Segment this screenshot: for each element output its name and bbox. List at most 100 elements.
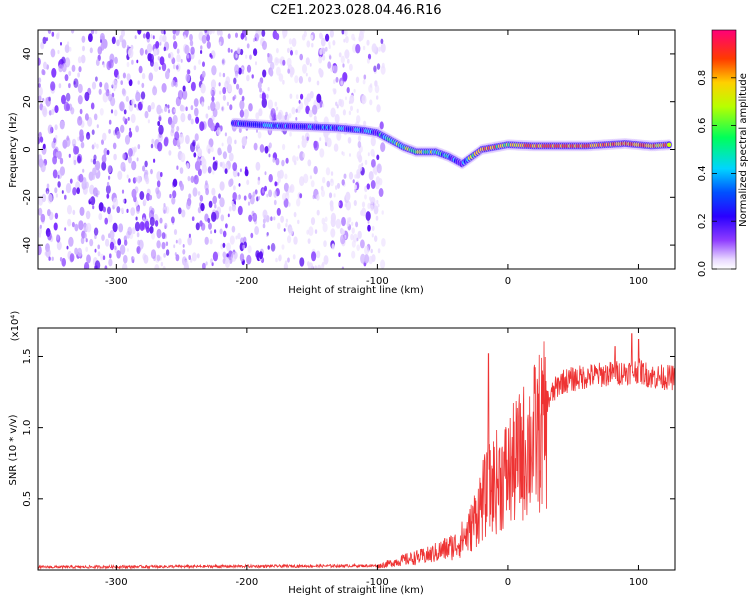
- noise-blob: [66, 135, 70, 141]
- noise-blob: [162, 265, 166, 269]
- snr-ticks: -300 -200 -100 0 100 0.5 1.0 1.5: [22, 328, 675, 588]
- noise-blob: [275, 33, 280, 41]
- noise-blob: [126, 45, 129, 50]
- noise-blob: [102, 132, 107, 141]
- noise-blob: [61, 257, 66, 267]
- noise-blob: [159, 41, 162, 46]
- noise-blob: [371, 225, 375, 231]
- noise-blob: [41, 105, 47, 116]
- noise-blob: [330, 171, 334, 176]
- noise-blob: [120, 124, 125, 133]
- noise-blob: [105, 89, 110, 97]
- spectrogram-ytick-label: 40: [22, 48, 33, 61]
- noise-blob: [314, 229, 318, 234]
- noise-blob: [308, 226, 314, 237]
- noise-blob: [46, 183, 50, 189]
- noise-blob: [47, 193, 53, 204]
- noise-blob: [283, 228, 286, 232]
- noise-blob: [370, 148, 375, 157]
- noise-blob: [201, 34, 207, 44]
- noise-blob: [356, 108, 359, 114]
- noise-blob: [195, 222, 200, 231]
- noise-blob: [161, 232, 166, 240]
- noise-blob: [150, 249, 157, 259]
- noise-blob: [154, 264, 160, 269]
- noise-blob: [226, 101, 229, 106]
- snr-xtick-label: -200: [236, 577, 259, 588]
- noise-blob: [128, 130, 133, 138]
- noise-blob: [181, 209, 186, 218]
- noise-blob: [61, 63, 67, 73]
- noise-blob: [51, 108, 55, 115]
- noise-blob: [235, 235, 238, 240]
- noise-blob: [338, 202, 341, 206]
- colorbar-tick-label: 0.0: [697, 261, 708, 277]
- noise-blob: [381, 210, 384, 215]
- noise-blob: [192, 187, 198, 197]
- noise-blob: [144, 174, 149, 183]
- noise-blob: [341, 266, 345, 269]
- noise-blob: [241, 136, 247, 147]
- noise-blob: [301, 138, 307, 148]
- noise-blob: [353, 88, 356, 93]
- noise-blob: [298, 76, 303, 84]
- noise-blob: [364, 245, 370, 255]
- noise-blob: [159, 56, 165, 66]
- noise-blob: [190, 258, 193, 263]
- noise-blob: [364, 194, 367, 200]
- noise-blob: [132, 227, 136, 235]
- noise-blob: [175, 96, 181, 107]
- noise-blob: [259, 93, 262, 99]
- noise-blob: [284, 173, 288, 180]
- noise-blob: [291, 37, 297, 47]
- noise-blob: [59, 157, 64, 165]
- noise-blob: [306, 93, 312, 102]
- noise-blob: [108, 233, 111, 239]
- noise-blob: [137, 101, 143, 111]
- noise-blob: [78, 116, 81, 121]
- noise-blob: [262, 40, 267, 51]
- noise-blob: [243, 109, 249, 119]
- noise-blob: [54, 105, 59, 114]
- noise-blob: [336, 182, 341, 189]
- noise-blob: [254, 226, 259, 235]
- noise-blob: [242, 244, 246, 250]
- noise-blob: [308, 262, 314, 269]
- noise-blob: [281, 244, 285, 250]
- noise-blob: [248, 214, 253, 222]
- noise-blob: [174, 81, 178, 88]
- noise-blob: [221, 142, 224, 147]
- noise-blob: [190, 81, 196, 92]
- noise-blob: [246, 254, 252, 265]
- noise-blob: [171, 79, 176, 87]
- noise-blob: [97, 251, 101, 257]
- noise-blob: [267, 87, 270, 92]
- noise-blob: [185, 106, 188, 112]
- noise-blob: [106, 193, 110, 199]
- noise-blob: [141, 82, 145, 89]
- noise-blob: [311, 251, 317, 262]
- noise-blob: [364, 159, 368, 165]
- noise-blob: [189, 34, 193, 41]
- noise-blob: [376, 95, 379, 100]
- noise-blob: [58, 64, 63, 73]
- noise-blob: [123, 109, 127, 115]
- noise-blob: [316, 102, 321, 110]
- noise-blob: [219, 41, 222, 46]
- noise-blob: [105, 238, 110, 247]
- noise-blob: [312, 194, 315, 200]
- noise-blob: [42, 143, 46, 150]
- noise-blob: [147, 119, 150, 124]
- noise-blob: [244, 36, 248, 41]
- noise-blob: [77, 136, 80, 141]
- noise-blob: [136, 157, 139, 162]
- noise-blob: [176, 65, 179, 70]
- noise-blob: [344, 203, 347, 208]
- noise-blob: [153, 48, 158, 57]
- noise-blob: [363, 74, 367, 80]
- noise-blob: [210, 90, 213, 95]
- noise-blob: [77, 83, 83, 94]
- noise-blob: [311, 42, 314, 48]
- noise-blob: [222, 242, 226, 248]
- noise-blob: [152, 35, 155, 40]
